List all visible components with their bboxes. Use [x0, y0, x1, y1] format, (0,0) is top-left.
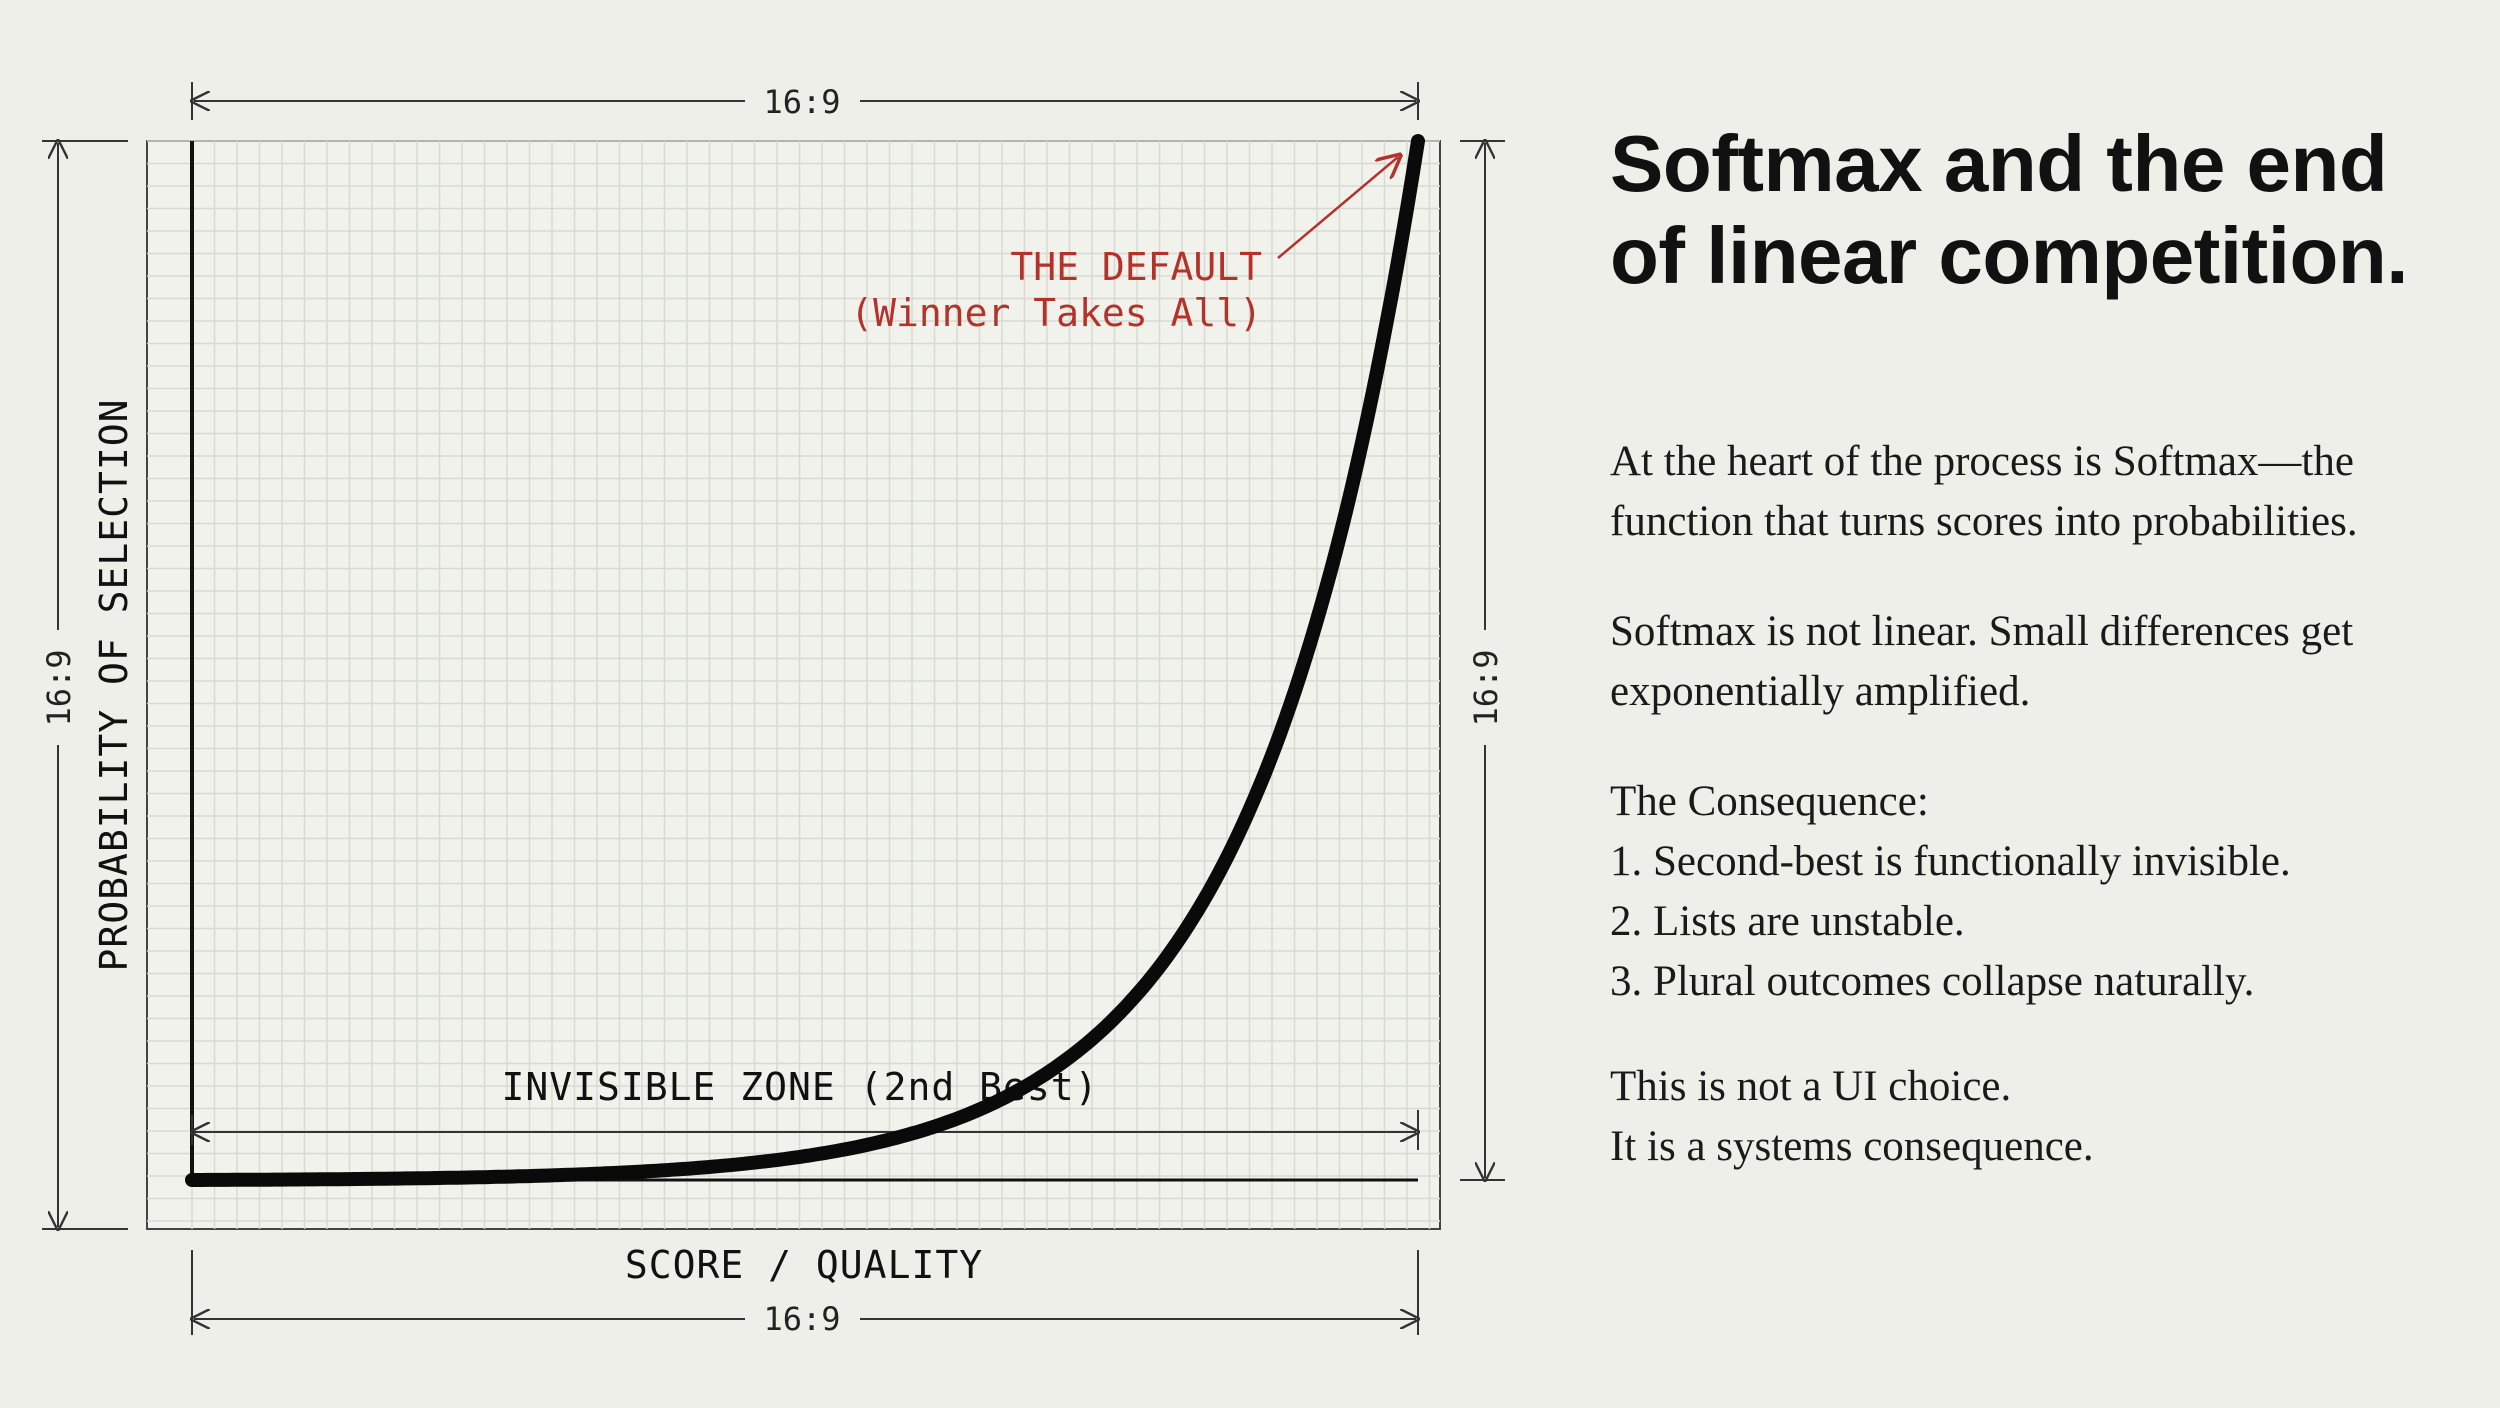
annotation-title: THE DEFAULT — [1010, 245, 1262, 289]
annotation-arrow — [1277, 157, 1398, 259]
top-dimension-label: 16:9 — [763, 83, 840, 121]
headline: Softmax and the end of linear competitio… — [1610, 119, 2408, 300]
consequence-block: The Consequence: 1. Second-best is funct… — [1610, 772, 2470, 1012]
intro-paragraph: At the heart of the process is Softmax—t… — [1610, 438, 2358, 545]
left-dimension: 16:9 — [40, 141, 128, 1229]
text-panel: Softmax and the end of linear competitio… — [1610, 118, 2470, 1177]
right-dimension: 16:9 — [1460, 141, 1505, 1180]
closing-block: This is not a UI choice. It is a systems… — [1610, 1057, 2470, 1177]
softmax-curve — [185, 134, 1425, 1187]
nonlinear-paragraph: Softmax is not linear. Small differences… — [1610, 608, 2354, 715]
x-axis-label: SCORE / QUALITY — [625, 1243, 983, 1287]
annotation-subtitle: (Winner Takes All) — [850, 291, 1262, 335]
bottom-dimension-label: 16:9 — [763, 1300, 840, 1338]
consequence-item: 2. Lists are unstable. — [1610, 898, 1965, 945]
plot-frame — [146, 140, 1441, 1230]
closing-line-2: It is a systems consequence. — [1610, 1123, 2094, 1170]
top-dimension: 16:9 — [192, 82, 1418, 121]
consequence-item: 1. Second-best is functionally invisible… — [1610, 838, 2291, 885]
consequence-item: 3. Plural outcomes collapse naturally. — [1610, 958, 2255, 1005]
grid — [147, 140, 1440, 1229]
default-annotation: THE DEFAULT (Winner Takes All) — [850, 157, 1398, 335]
consequence-heading: The Consequence: — [1610, 778, 1929, 825]
softmax-diagram: 16:9 16:9 16:9 16:9 PROBABILITY OF — [40, 82, 1505, 1338]
right-dimension-label: 16:9 — [1467, 649, 1505, 726]
bottom-dimension: 16:9 — [192, 1250, 1418, 1338]
left-dimension-label: 16:9 — [40, 649, 78, 726]
y-axis-label: PROBABILITY OF SELECTION — [92, 398, 136, 971]
closing-line-1: This is not a UI choice. — [1610, 1063, 2012, 1110]
